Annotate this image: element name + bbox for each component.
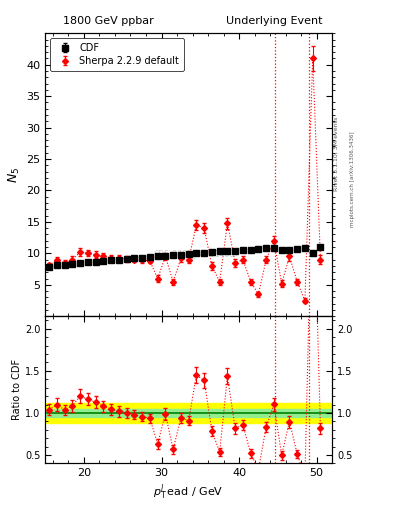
Y-axis label: Ratio to CDF: Ratio to CDF xyxy=(12,359,22,420)
Legend: CDF, Sherpa 2.2.9 default: CDF, Sherpa 2.2.9 default xyxy=(50,38,184,71)
Text: Rivet 3.1.10, 3M events: Rivet 3.1.10, 3M events xyxy=(334,116,339,191)
Y-axis label: $N_5$: $N_5$ xyxy=(7,167,22,183)
Text: 1800 GeV ppbar: 1800 GeV ppbar xyxy=(63,16,154,26)
Text: Underlying Event: Underlying Event xyxy=(226,16,323,26)
Text: mcplots.cern.ch [arXiv:1306.3436]: mcplots.cern.ch [arXiv:1306.3436] xyxy=(350,132,355,227)
Text: CDF_2001_S4751469: CDF_2001_S4751469 xyxy=(154,249,235,259)
X-axis label: $p_\mathrm{T}^l\,\mathrm{ead}$ / GeV: $p_\mathrm{T}^l\,\mathrm{ead}$ / GeV xyxy=(153,482,224,502)
